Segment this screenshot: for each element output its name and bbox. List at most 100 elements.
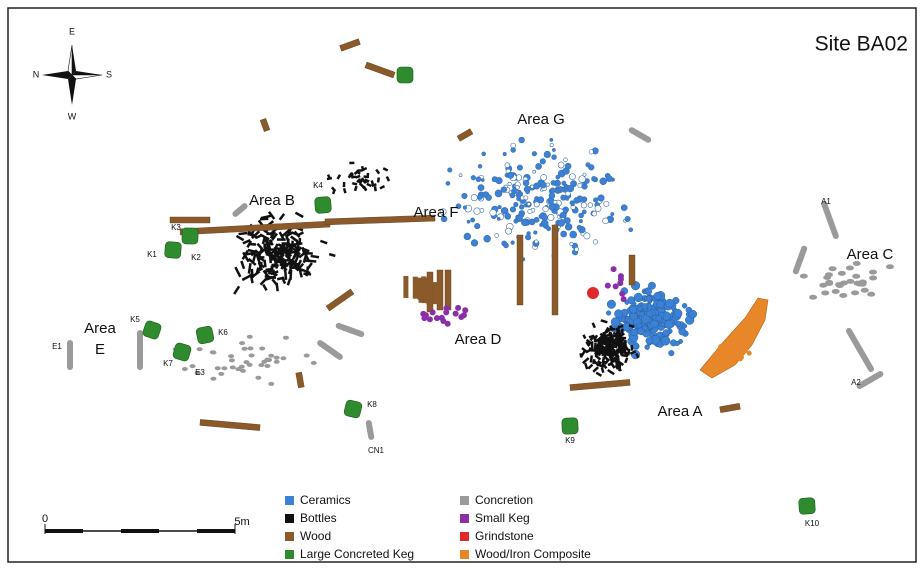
- concretion: [832, 289, 840, 294]
- small-keg: [619, 291, 625, 297]
- feature-label: K5: [130, 315, 140, 324]
- concretion: [210, 377, 216, 381]
- composite: [747, 351, 752, 356]
- ceramic: [607, 300, 615, 308]
- large-keg: [798, 497, 815, 514]
- small-keg: [439, 315, 445, 321]
- ceramic: [669, 350, 675, 356]
- fragment: [260, 217, 268, 220]
- ceramic: [495, 190, 502, 197]
- feature-label: E3: [195, 368, 205, 377]
- small-keg: [618, 276, 624, 282]
- legend-swatch: [285, 514, 294, 523]
- legend-swatch: [460, 532, 469, 541]
- composite: [731, 361, 736, 366]
- concretion: [846, 266, 854, 271]
- fragment: [306, 252, 312, 255]
- ceramic: [550, 138, 553, 141]
- ceramic: [471, 194, 477, 200]
- ceramic: [593, 240, 597, 244]
- ceramic: [581, 202, 587, 208]
- concretion: [283, 336, 289, 340]
- ceramic: [560, 212, 566, 218]
- small-keg: [462, 307, 468, 313]
- ceramic: [603, 218, 609, 224]
- area-label: Area B: [249, 192, 295, 209]
- ceramic: [574, 247, 578, 251]
- large-keg: [314, 196, 331, 213]
- legend-label: Large Concreted Keg: [300, 547, 414, 561]
- concretion: [869, 275, 877, 280]
- ceramic: [579, 219, 582, 222]
- large-keg: [182, 228, 198, 244]
- ceramic: [645, 288, 652, 295]
- composite: [718, 348, 723, 353]
- wood: [426, 282, 431, 304]
- large-keg: [164, 241, 181, 258]
- ceramic: [614, 310, 622, 318]
- ceramic: [570, 231, 577, 238]
- ceramic: [637, 323, 642, 328]
- ceramic: [564, 218, 570, 224]
- ceramic: [521, 219, 528, 226]
- large-keg: [397, 67, 413, 83]
- large-keg: [562, 418, 579, 435]
- ceramic: [629, 228, 633, 232]
- ceramic: [569, 174, 575, 180]
- concretion: [228, 354, 234, 358]
- ceramic: [665, 299, 673, 307]
- ceramic: [563, 158, 567, 162]
- ceramic: [471, 240, 478, 247]
- ceramic: [651, 320, 659, 328]
- ceramic: [505, 228, 511, 234]
- concretion: [304, 354, 310, 358]
- wood: [437, 270, 443, 310]
- ceramic: [674, 309, 682, 317]
- legend-label: Ceramics: [300, 493, 351, 507]
- small-keg: [430, 309, 436, 315]
- feature-label: CN1: [368, 446, 385, 455]
- wood: [413, 277, 418, 299]
- concretion: [809, 295, 817, 300]
- ceramic: [561, 231, 567, 237]
- ceramic: [509, 191, 512, 194]
- legend-swatch: [285, 496, 294, 505]
- fragment: [349, 162, 354, 165]
- concretion: [67, 340, 73, 370]
- concretion: [242, 347, 248, 351]
- fragment: [595, 349, 598, 357]
- small-keg: [605, 283, 611, 289]
- small-keg: [621, 296, 627, 302]
- ceramic: [546, 227, 550, 231]
- ceramic: [565, 163, 571, 169]
- ceramic: [593, 198, 598, 203]
- fragment: [603, 339, 609, 342]
- ceramic: [584, 233, 590, 239]
- ceramic: [679, 328, 686, 335]
- wood: [170, 217, 210, 223]
- ceramic: [482, 152, 486, 156]
- small-keg: [613, 283, 619, 289]
- ceramic: [534, 202, 539, 207]
- fragment: [277, 238, 286, 241]
- concretion: [247, 335, 253, 339]
- ceramic: [570, 242, 573, 245]
- ceramic: [598, 195, 604, 201]
- area-label: E: [95, 341, 105, 358]
- ceramic: [689, 310, 697, 318]
- ceramic: [646, 296, 651, 301]
- ceramic: [634, 293, 643, 302]
- ceramic: [553, 200, 557, 204]
- concretion: [230, 365, 236, 369]
- fragment: [594, 336, 597, 342]
- ceramic: [527, 202, 530, 205]
- ceramic: [497, 217, 500, 220]
- composite: [726, 337, 731, 342]
- ceramic: [540, 182, 546, 188]
- ceramic: [511, 148, 516, 153]
- grindstone: [587, 287, 599, 299]
- small-keg: [445, 321, 451, 327]
- wood: [552, 225, 558, 315]
- concretion: [838, 271, 846, 276]
- ceramic: [600, 178, 607, 185]
